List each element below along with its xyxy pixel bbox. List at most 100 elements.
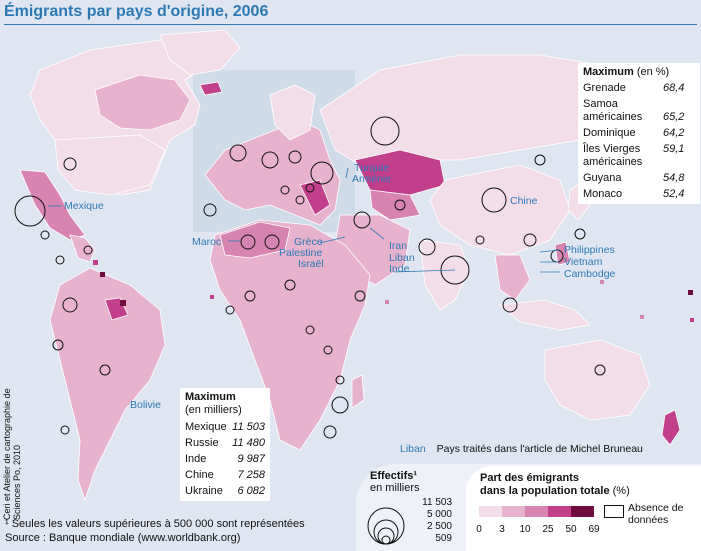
effectifs-value: 2 500 (426, 521, 452, 532)
label-iran: Iran (389, 240, 408, 252)
share-break: 3 (499, 524, 505, 535)
swatch-3-10 (502, 506, 525, 517)
share-unit: (%) (612, 485, 630, 497)
label-chine: Chine (510, 195, 538, 207)
share-break: 50 (565, 524, 577, 535)
label-maroc: Maroc (192, 236, 222, 248)
world-map (14, 29, 694, 502)
land-mexico (19, 169, 86, 241)
label-israel: Israël (298, 258, 324, 270)
max-thousands-name: Inde (185, 453, 207, 465)
swatch-50-69 (571, 506, 594, 517)
island-markers (93, 260, 694, 322)
label-grece: Grèce (294, 236, 323, 248)
max-percent-value: 64,2 (663, 127, 685, 139)
label-palestine: Palestine (279, 247, 323, 259)
land-southeast-asia (494, 254, 531, 301)
land-africa (209, 219, 371, 451)
max-thousands-value: 7 258 (237, 469, 265, 481)
share-title-line2: dans la population totale (480, 485, 610, 497)
max-thousands-table: Mexique 11 503 Russie 11 480 Inde 9 987 Chi… (185, 421, 265, 498)
land-south-america (49, 267, 166, 502)
effectifs-unit: en milliers (370, 482, 420, 494)
swatch-0-3 (479, 506, 502, 517)
max-thousands-name: Russie (185, 437, 219, 449)
share-title-line2-wrap: dans la population totale (%) (480, 485, 630, 498)
effectifs-value: 11 503 (422, 497, 452, 508)
max-thousands-name: Mexique (185, 421, 227, 433)
land-greenland (159, 29, 241, 76)
share-break: 69 (588, 524, 600, 535)
legend-note-text: Pays traités dans l'article de Michel Br… (436, 443, 643, 455)
legend-note-sample: Liban (400, 443, 426, 455)
max-thousands-value: 11 503 (232, 421, 265, 433)
label-philippines: Philippines (564, 244, 615, 256)
max-percent-value: 59,1 (663, 143, 685, 155)
land-usa (54, 134, 166, 196)
max-thousands-name: Ukraine (185, 485, 223, 497)
credit-text: Ceri et Atelier de cartographie de Scien… (2, 388, 22, 520)
max-percent-table: Grenade 68,4 Samoa américaines 65,2 Domini… (583, 82, 684, 201)
max-percent-heading: Maximum (583, 66, 634, 78)
label-vietnam: Vietnam (564, 256, 603, 268)
land-madagascar (351, 374, 365, 409)
land-europe (204, 119, 341, 226)
legend-note: Liban Pays traités dans l'article de Mic… (400, 443, 643, 455)
land-india (419, 239, 471, 311)
max-percent-name: Monaco (583, 188, 623, 200)
max-percent-value: 65,2 (663, 111, 685, 123)
max-thousands-box: Maximum (en milliers) Mexique 11 503 Russ… (180, 388, 270, 501)
max-thousands-unit: (en milliers) (185, 404, 242, 416)
no-data-label: Absence de données (628, 502, 684, 526)
land-canada (94, 74, 191, 131)
max-percent-value: 68,4 (663, 82, 685, 94)
share-break: 10 (519, 524, 531, 535)
max-percent-name: Grenade (583, 82, 626, 94)
swatch-10-25 (525, 506, 548, 517)
label-inde: Inde (389, 263, 410, 275)
share-title: Part des émigrants dans la population to… (480, 472, 630, 498)
share-break: 0 (476, 524, 482, 535)
leader-lines (48, 167, 561, 273)
label-cambodge: Cambodge (564, 268, 616, 280)
title-rule (4, 24, 697, 25)
share-break: 25 (542, 524, 554, 535)
source: Source : Banque mondiale (www.worldbank.… (5, 532, 241, 544)
max-percent-name: Guyana (583, 172, 622, 184)
max-percent-name: Samoa américaines (583, 98, 643, 123)
max-percent-name: Dominique (583, 127, 636, 139)
max-thousands-value: 9 987 (237, 453, 265, 465)
land-central-america (69, 234, 96, 263)
land-new-zealand (661, 409, 681, 446)
effectifs-value: 509 (435, 533, 452, 544)
max-percent-box: Maximum (en %) Grenade 68,4 Samoa américa… (578, 63, 700, 204)
label-liban: Liban (389, 252, 415, 264)
land-balkans (299, 179, 331, 216)
max-thousands-heading: Maximum (185, 391, 236, 403)
effectifs-value: 5 000 (426, 509, 452, 520)
land-indonesia (499, 299, 591, 331)
max-percent-value: 54,8 (663, 172, 685, 184)
label-armenie: Arménie (352, 173, 392, 185)
land-australia (544, 339, 651, 421)
share-swatches (479, 506, 594, 517)
label-bolivie: Bolivie (130, 399, 161, 411)
land-iceland (199, 81, 223, 96)
land-scandinavia (269, 84, 316, 141)
no-data-swatch (604, 505, 624, 518)
swatch-25-50 (548, 506, 571, 517)
map-title: Émigrants par pays d'origine, 2006 (4, 3, 269, 20)
label-mexique: Mexique (64, 200, 104, 212)
emigrant-circles (14, 116, 606, 439)
max-thousands-value: 6 082 (237, 485, 265, 497)
max-percent-name: Îles Vierges américaines (583, 143, 643, 168)
effectifs-title: Effectifs¹ (370, 470, 418, 482)
label-turquie: Turquie (354, 162, 390, 174)
share-title-line1: Part des émigrants (480, 472, 580, 484)
effectifs-circles (367, 507, 405, 545)
max-percent-value: 52,4 (663, 188, 685, 200)
max-percent-unit: (en %) (636, 66, 670, 78)
max-thousands-value: 11 480 (232, 437, 265, 449)
max-thousands-name: Chine (185, 469, 214, 481)
footnote: ¹ Seules les valeurs supérieures à 500 0… (5, 518, 305, 530)
